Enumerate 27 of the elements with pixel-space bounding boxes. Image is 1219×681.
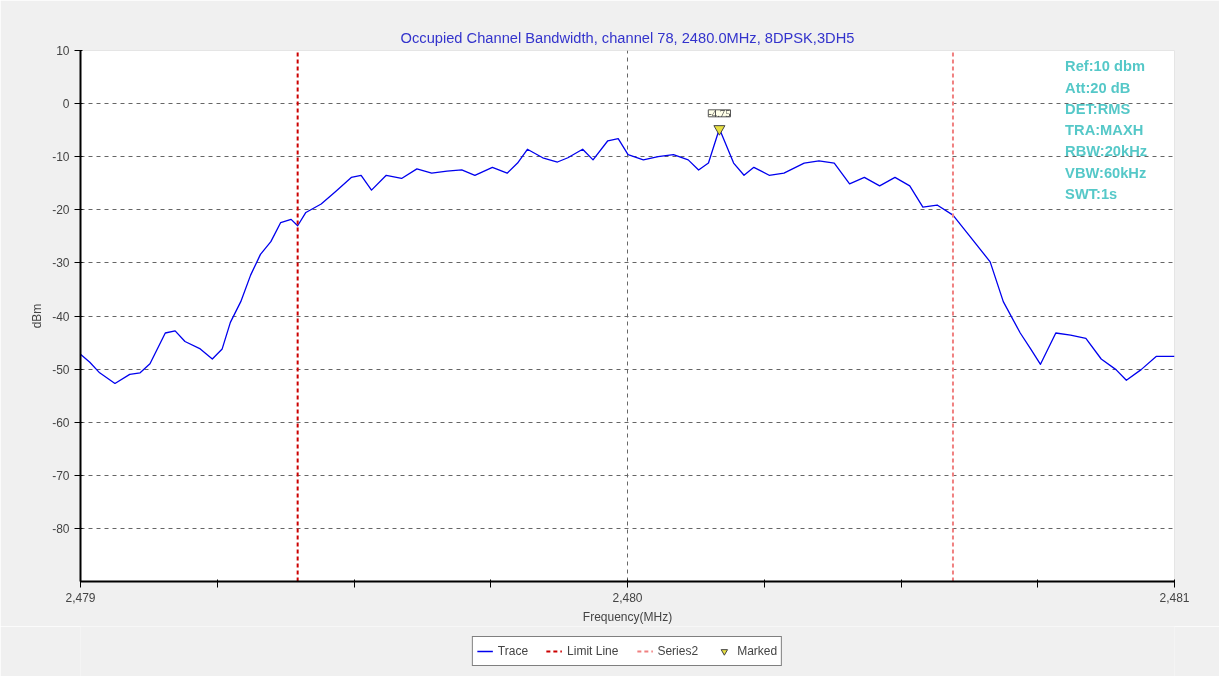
y-tick-label: -20: [52, 203, 70, 218]
legend-label: Series2: [657, 644, 699, 658]
x-tick-label: 2,480: [612, 590, 643, 605]
y-tick-label: -70: [52, 468, 70, 483]
annotation: Ref:10 dbm: [1065, 58, 1145, 75]
y-tick-label: -80: [52, 521, 70, 536]
y-tick-label: 10: [56, 44, 70, 58]
annotation: TRA:MAXH: [1065, 122, 1144, 139]
y-tick-label: -10: [52, 150, 70, 165]
y-tick-label: -40: [52, 309, 70, 324]
annotation: DET:RMS: [1065, 100, 1131, 117]
annotation: VBW:60kHz: [1065, 164, 1147, 181]
y-tick-label: -30: [52, 256, 70, 271]
legend-label: Limit Line: [567, 644, 619, 658]
chart-title: Occupied Channel Bandwidth, channel 78, 2480.0MHz, 8DPSK,3DH5: [400, 29, 855, 46]
annotation: Att:20 dB: [1065, 79, 1131, 96]
annotation: RBW:20kHz: [1065, 143, 1148, 160]
annotation: SWT:1s: [1065, 185, 1118, 202]
x-tick-label: 2,481: [1159, 590, 1190, 605]
y-tick-label: 0: [62, 97, 70, 112]
legend-label: Marked: [737, 644, 778, 658]
legend-label: Trace: [497, 644, 529, 658]
y-tick-label: -50: [52, 362, 70, 377]
x-tick-label: 2,479: [65, 590, 96, 605]
y-axis-title: dBm: [30, 303, 45, 329]
x-axis-title: Frequency(MHz): [582, 609, 673, 624]
y-tick-label: -60: [52, 415, 70, 430]
